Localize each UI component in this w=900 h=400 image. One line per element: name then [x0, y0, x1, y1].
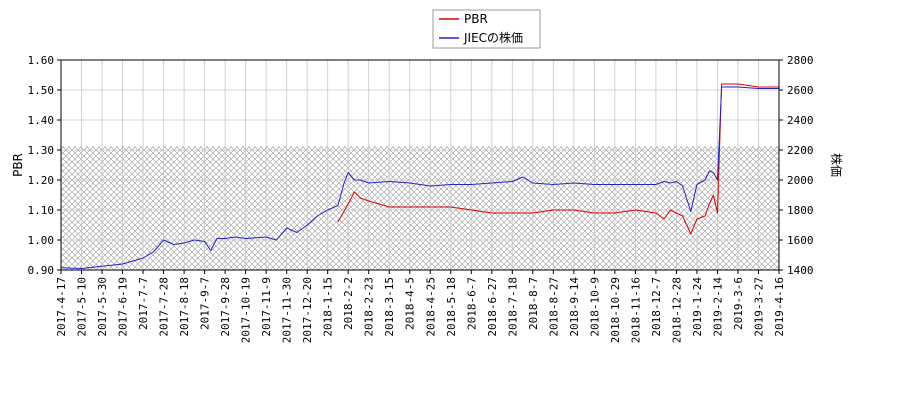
x-tick-label: 2018-3-15: [383, 277, 396, 337]
right-tick-label: 1400: [787, 264, 814, 277]
series-line-price: [60, 86, 779, 269]
left-tick-label: 1.30: [28, 144, 55, 157]
x-tick-label: 2018-2-23: [363, 277, 376, 337]
series-layer: [60, 83, 779, 269]
x-tick-label: 2017-6-19: [117, 277, 130, 337]
x-tick-label: 2018-8-27: [547, 277, 560, 337]
right-axis: 1400 1600 1800 2000 2200 2400 2600 2800: [779, 54, 814, 277]
left-tick-label: 1.00: [28, 234, 55, 247]
x-tick-label: 2018-5-18: [445, 277, 458, 337]
x-tick-label: 2017-8-18: [178, 277, 191, 337]
left-axis-label: PBR: [11, 153, 25, 177]
right-axis-label: 株価: [829, 153, 844, 177]
x-tick-label: 2019-1-24: [691, 277, 704, 337]
x-tick-label: 2017-7-28: [158, 277, 171, 337]
x-tick-label: 2018-4-25: [424, 277, 437, 337]
x-tick-label: 2019-3-27: [752, 277, 765, 337]
x-tick-label: 2018-10-29: [609, 277, 622, 343]
x-tick-label: 2018-6-27: [486, 277, 499, 337]
left-tick-label: 1.10: [28, 204, 55, 217]
legend-box: [432, 9, 541, 49]
right-tick-label: 2000: [787, 174, 814, 187]
x-tick-label: 2018-9-14: [568, 277, 581, 337]
x-tick-label: 2017-11-30: [281, 277, 294, 343]
x-tick-label: 2018-7-18: [506, 277, 519, 337]
x-tick-label: 2018-12-7: [650, 277, 663, 337]
right-tick-label: 2400: [787, 114, 814, 127]
legend-label-price: JIECの株価: [463, 30, 523, 45]
x-tick-label: 2017-9-28: [219, 277, 232, 337]
x-tick-label: 2018-8-7: [527, 277, 540, 330]
x-tick-label: 2019-3-6: [732, 277, 745, 330]
right-tick-label: 1600: [787, 234, 814, 247]
x-axis: 2017-4-17 2017-5-10 2017-5-30 2017-6-19 2017…: [55, 270, 786, 343]
x-tick-label: 2018-4-5: [404, 277, 417, 330]
x-tick-label: 2017-12-20: [301, 277, 314, 343]
x-tick-label: 2018-6-7: [465, 277, 478, 330]
series-line-pbr: [337, 83, 779, 235]
left-tick-label: 0.90: [28, 264, 55, 277]
right-tick-label: 2800: [787, 54, 814, 67]
x-tick-label: 2019-2-14: [711, 277, 724, 337]
hatched-band: [61, 146, 779, 270]
left-axis: 0.90 1.00 1.10 1.20 1.30 1.40 1.50 1.60: [28, 54, 61, 277]
plot-frame: [60, 59, 780, 271]
x-tick-label: 2017-4-17: [55, 277, 68, 337]
x-tick-label: 2017-9-7: [199, 277, 212, 330]
x-tick-label: 2017-5-10: [76, 277, 89, 337]
legend-label-pbr: PBR: [464, 12, 488, 26]
x-tick-label: 2017-11-9: [260, 277, 273, 337]
legend: PBR JIECの株価: [432, 9, 541, 49]
x-tick-label: 2018-1-15: [322, 277, 335, 337]
left-tick-label: 1.50: [28, 84, 55, 97]
x-tick-label: 2018-11-16: [629, 277, 642, 343]
x-tick-label: 2017-7-7: [137, 277, 150, 330]
right-tick-label: 2200: [787, 144, 814, 157]
x-tick-label: 2018-2-2: [342, 277, 355, 330]
x-tick-label: 2017-10-19: [240, 277, 253, 343]
left-tick-label: 1.20: [28, 174, 55, 187]
plot-background: [61, 60, 779, 270]
left-tick-label: 1.40: [28, 114, 55, 127]
right-tick-label: 2600: [787, 84, 814, 97]
x-tick-label: 2019-4-16: [773, 277, 786, 337]
x-tick-label: 2018-12-28: [670, 277, 683, 343]
x-tick-label: 2017-5-30: [96, 277, 109, 337]
left-tick-label: 1.60: [28, 54, 55, 67]
right-tick-label: 1800: [787, 204, 814, 217]
x-tick-label: 2018-10-9: [588, 277, 601, 337]
